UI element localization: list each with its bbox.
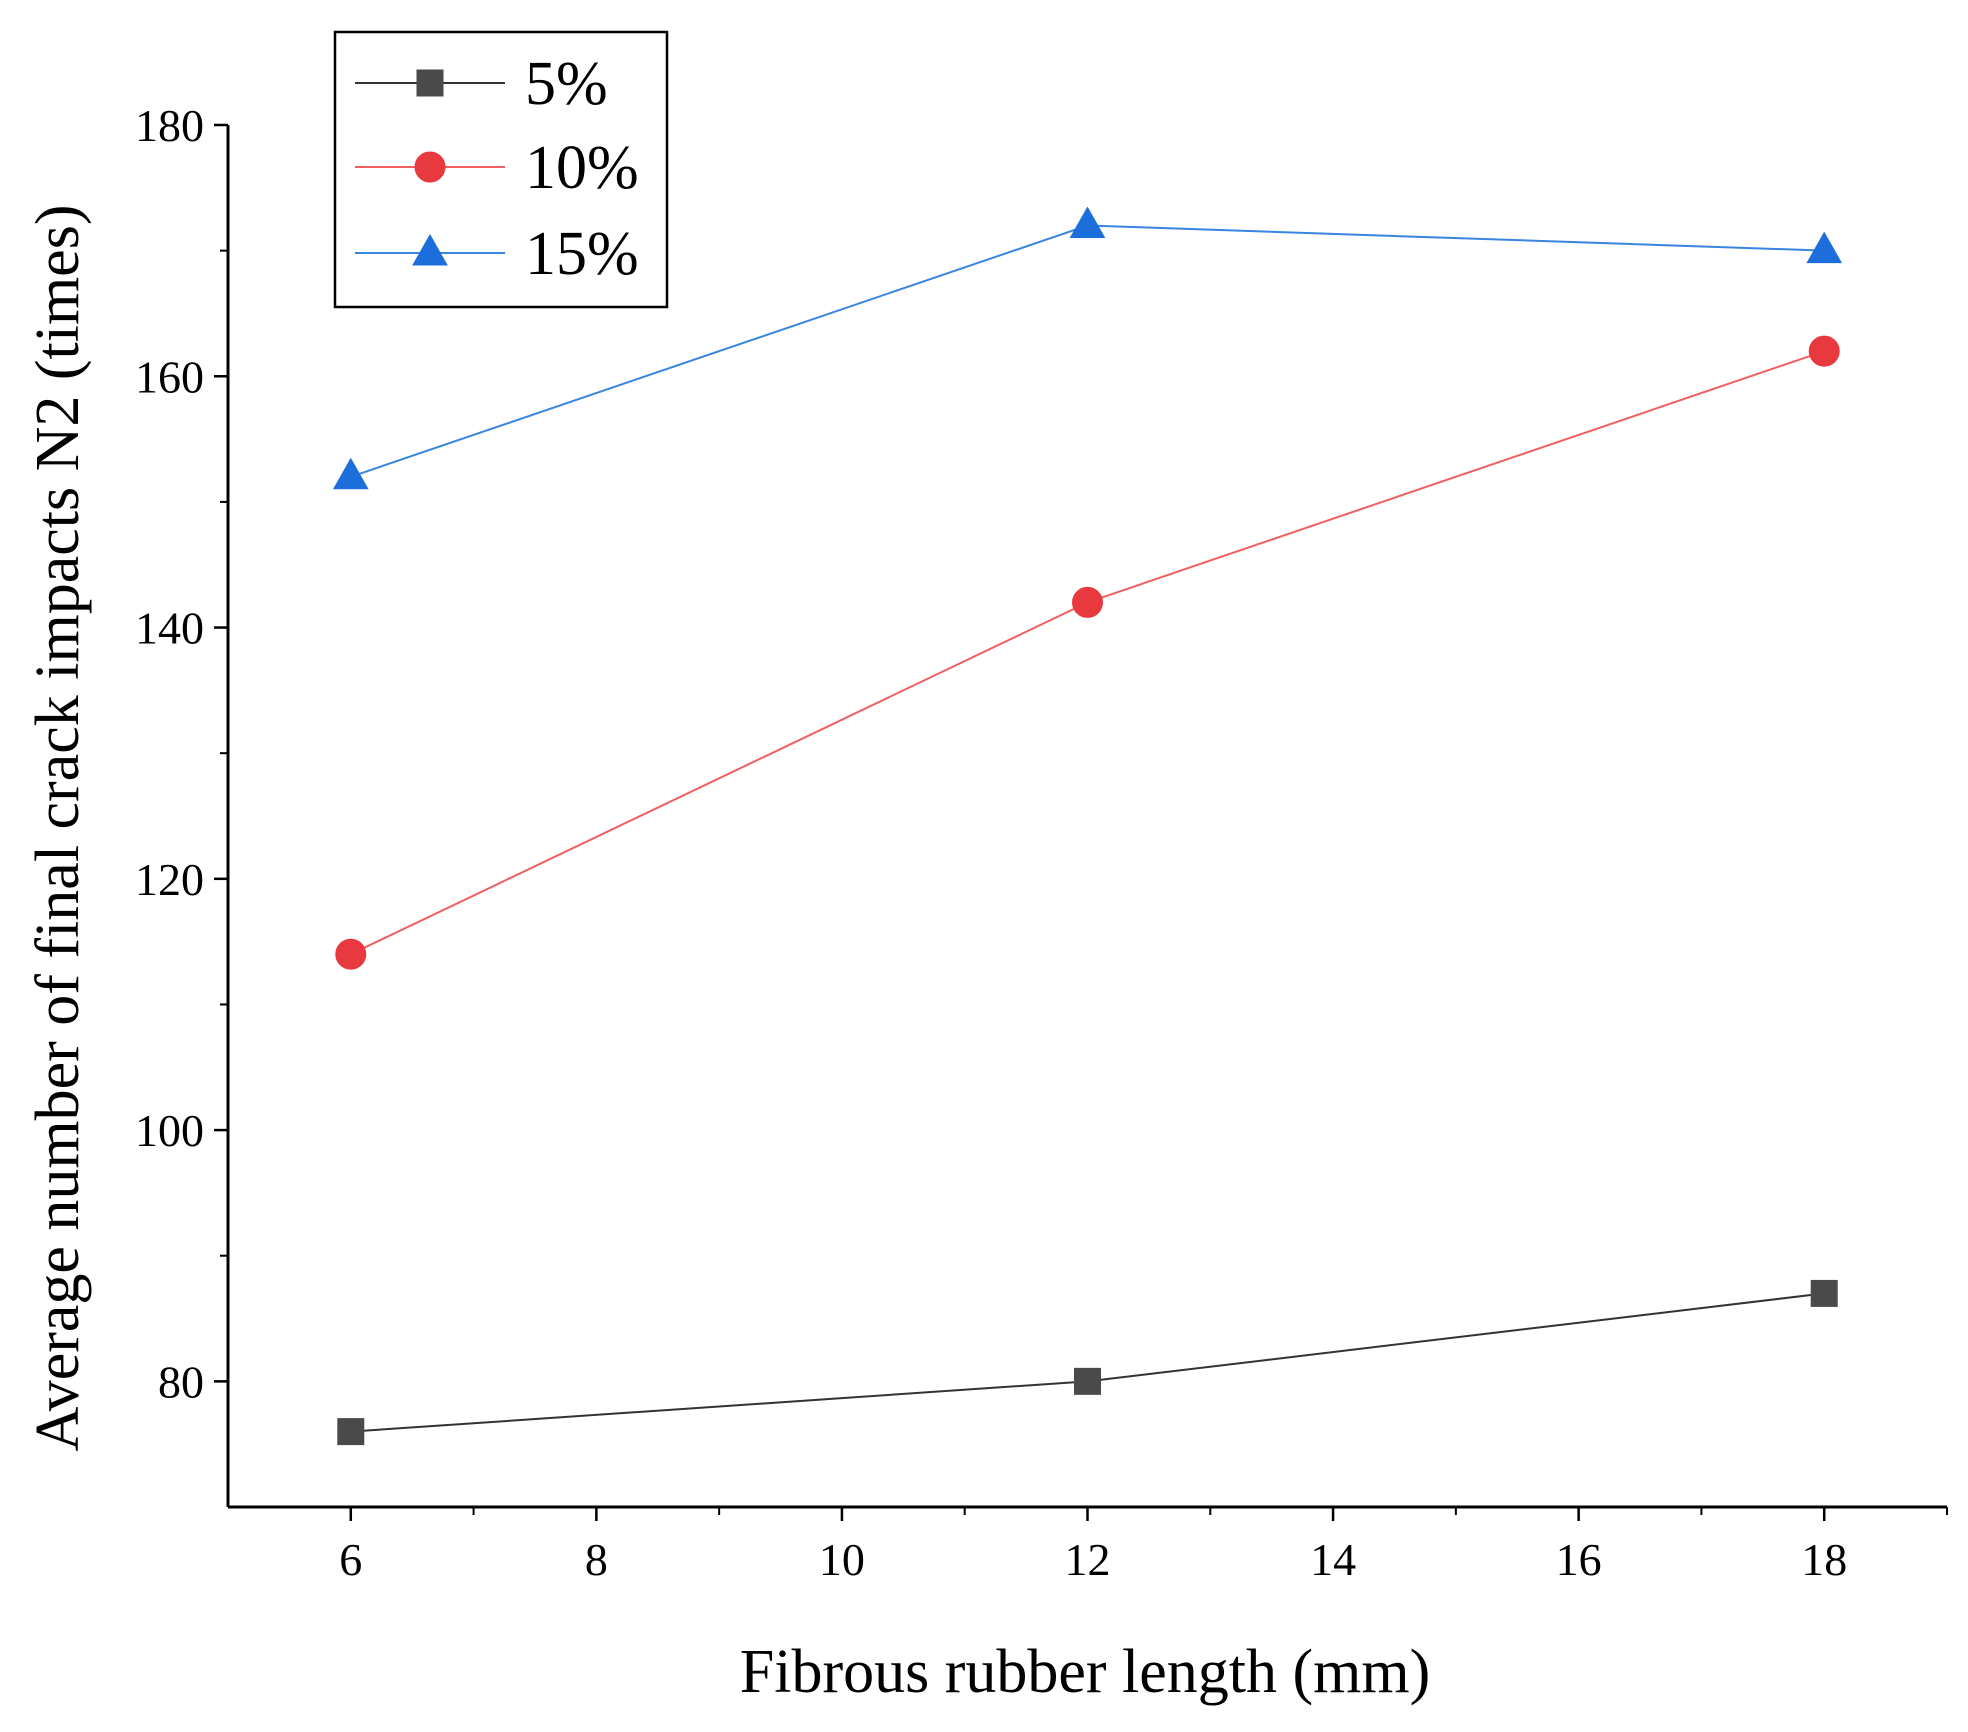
series-group [332,206,1843,1446]
data-point [1074,1367,1101,1395]
x-axis-title: Fibrous rubber length (mm) [740,1638,1431,1706]
y-tick-label: 140 [135,603,204,654]
x-tick-label: 16 [1556,1534,1602,1585]
data-point [335,938,367,970]
plot-area [226,125,1947,1509]
x-axis: 6 8 10 12 14 16 18 [339,1507,1948,1585]
y-tick-label: 120 [135,854,204,905]
data-point [1810,1279,1838,1307]
x-tick-label: 12 [1065,1534,1111,1585]
y-tick-label: 160 [135,351,204,402]
y-tick-label: 180 [135,100,204,151]
legend-marker [414,151,446,183]
data-point [1806,231,1843,264]
legend-box [333,30,669,309]
data-point [337,1418,365,1446]
y-axis: 80 100 120 140 160 180 [135,100,228,1407]
data-point [1808,335,1840,367]
data-point [332,457,369,490]
y-tick-label: 80 [158,1356,204,1407]
legend-marker [416,69,444,97]
y-axis-title: Average number of final crack impacts N2… [24,205,92,1452]
data-point [1072,586,1103,618]
legend-item: 10% [355,134,639,202]
legend-marker [412,233,448,266]
series-5pct [337,1279,1838,1446]
x-tick-label: 6 [339,1534,362,1585]
x-tick-label: 8 [585,1534,608,1585]
legend-item: 5% [355,50,608,118]
legend-label: 15% [525,220,639,288]
legend-label: 5% [525,50,608,118]
data-point [1069,206,1106,239]
series-15pct [332,206,1843,490]
x-tick-label: 10 [819,1534,865,1585]
legend-item: 15% [355,220,639,288]
legend-label: 10% [525,134,639,202]
series-line [350,1292,1825,1433]
series-10pct [335,335,1840,970]
y-tick-label: 100 [135,1105,204,1156]
x-tick-label: 14 [1310,1534,1356,1585]
x-tick-label: 18 [1801,1534,1847,1585]
legend: 5% 10% 15% [333,30,669,309]
series-line [350,350,1825,956]
